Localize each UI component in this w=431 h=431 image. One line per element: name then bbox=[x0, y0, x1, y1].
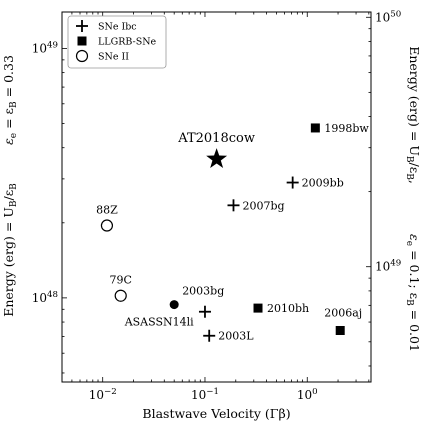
point-79c-marker bbox=[114, 289, 127, 302]
y-right-label-primary-part: B bbox=[404, 156, 414, 163]
legend-plus-marker bbox=[76, 20, 88, 32]
y-left-label-primary: Energy (erg) = UB/εB bbox=[1, 183, 19, 317]
x-tick-label-exp: −2 bbox=[104, 387, 117, 397]
plot-border bbox=[61, 11, 372, 383]
y-right-tick-label: 1050 bbox=[375, 9, 401, 24]
y-left-tick-label: 1048 bbox=[32, 290, 58, 305]
legend-entry-label: LLGRB-SNe bbox=[98, 37, 157, 48]
x-tick-label-base: 10 bbox=[89, 388, 104, 402]
point-2007bg-label: 2007bg bbox=[242, 199, 284, 212]
point-2007bg-marker bbox=[227, 199, 240, 212]
y-right-label-secondary-part: ε bbox=[407, 234, 422, 241]
y-left-label-primary-part: B bbox=[9, 200, 19, 207]
x-tick-label-base: 10 bbox=[191, 388, 206, 402]
point-2003bg-label: 2003bg bbox=[182, 285, 224, 298]
x-tick-label: 10−2 bbox=[89, 387, 117, 402]
y-left-label-primary-part: Energy (erg) = U bbox=[1, 207, 16, 317]
point-88z-label: 88Z bbox=[96, 204, 118, 217]
y-right-label-secondary-part: B bbox=[404, 299, 414, 306]
legend-circle-open-marker bbox=[75, 49, 89, 63]
y-left-tick-label-exp: 48 bbox=[47, 290, 58, 300]
y-right-label-primary-part: /ε bbox=[407, 163, 422, 174]
y-right-label-primary-part: B bbox=[404, 173, 414, 180]
point-1998bw-marker bbox=[310, 123, 320, 133]
x-tick-label-exp: −1 bbox=[206, 387, 219, 397]
plot-frame bbox=[61, 11, 372, 383]
x-tick-label: 10−1 bbox=[191, 387, 219, 402]
y-left-label-secondary-part: ε bbox=[1, 138, 16, 145]
point-2006aj-label: 2006aj bbox=[324, 306, 362, 319]
y-left-tick-label-exp: 49 bbox=[47, 40, 58, 50]
point-2010bh-marker bbox=[253, 303, 263, 313]
legend: SNe Ibc LLGRB-SNe SNe II bbox=[67, 15, 167, 69]
axis-labels: Blastwave Velocity (Γβ)Energy (erg) = UB… bbox=[1, 46, 422, 421]
point-2003l-marker bbox=[203, 329, 216, 342]
y-right-tick-label-base: 10 bbox=[375, 10, 390, 24]
y-left-label-secondary-part: = ε bbox=[1, 108, 16, 133]
y-right-tick-label-exp: 50 bbox=[390, 9, 401, 19]
y-right-label-primary-part: Energy (erg) = U bbox=[407, 46, 422, 156]
point-1998bw-label: 1998bw bbox=[324, 122, 369, 135]
y-left-label-primary-part: B bbox=[9, 183, 19, 190]
legend-box bbox=[67, 15, 167, 69]
y-right-tick-label: 1049 bbox=[375, 259, 401, 274]
y-right-label-primary-part: , bbox=[407, 180, 422, 184]
y-left-label-primary-part: /ε bbox=[1, 190, 16, 201]
y-left-tick-label: 1049 bbox=[32, 40, 58, 55]
y-left-tick-label-base: 10 bbox=[32, 291, 47, 305]
y-right-label-secondary-part: e bbox=[404, 241, 414, 246]
legend-entry-label: SNe II bbox=[98, 52, 129, 63]
point-88z-marker bbox=[100, 219, 114, 232]
x-tick-label-exp: 0 bbox=[312, 387, 318, 397]
legend-entry-label: SNe Ibc bbox=[98, 22, 137, 33]
x-tick-label-base: 10 bbox=[297, 388, 312, 402]
point-at2018cow-label: AT2018cow bbox=[177, 131, 255, 146]
point-2006aj-marker bbox=[335, 325, 345, 335]
y-right-tick-label-base: 10 bbox=[375, 260, 390, 274]
point-2009bb-label: 2009bb bbox=[302, 177, 344, 190]
point-79c-label: 79C bbox=[109, 274, 131, 287]
y-right-label-primary: Energy (erg) = UB/εB, bbox=[404, 46, 422, 184]
point-2003l-label: 2003L bbox=[218, 330, 254, 343]
y-right-label-secondary-part: = 0.01 bbox=[407, 306, 422, 352]
point-2003l-marker bbox=[198, 305, 211, 318]
y-right-label-secondary-part: = 0.1; ε bbox=[407, 246, 422, 299]
y-left-tick-label-base: 10 bbox=[32, 41, 47, 55]
y-left-label-secondary-part: = 0.33 bbox=[1, 55, 16, 101]
point-2010bh-label: 2010bh bbox=[267, 302, 309, 315]
point-2003bg-marker bbox=[169, 300, 179, 310]
y-right-label-secondary: εe = 0.1; εB = 0.01 bbox=[404, 234, 422, 352]
data-points: AT2018cow 1998bw 2009bb 2007bg 88Z 79C 2003bg A… bbox=[96, 122, 369, 343]
x-axis-label: Blastwave Velocity (Γβ) bbox=[142, 406, 290, 421]
y-left-label-secondary-part: B bbox=[9, 101, 19, 108]
y-right-tick-label-exp: 49 bbox=[390, 259, 401, 269]
point-asassn14li-label: ASASSN14li bbox=[124, 316, 194, 329]
y-left-label-secondary-part: e bbox=[9, 133, 19, 138]
point-2009bb-marker bbox=[286, 176, 299, 189]
point-at2018cow-marker bbox=[206, 148, 228, 169]
y-left-label-secondary: εe = εB = 0.33 bbox=[1, 55, 19, 145]
legend-square-marker bbox=[77, 36, 87, 46]
x-tick-label: 100 bbox=[297, 387, 318, 402]
